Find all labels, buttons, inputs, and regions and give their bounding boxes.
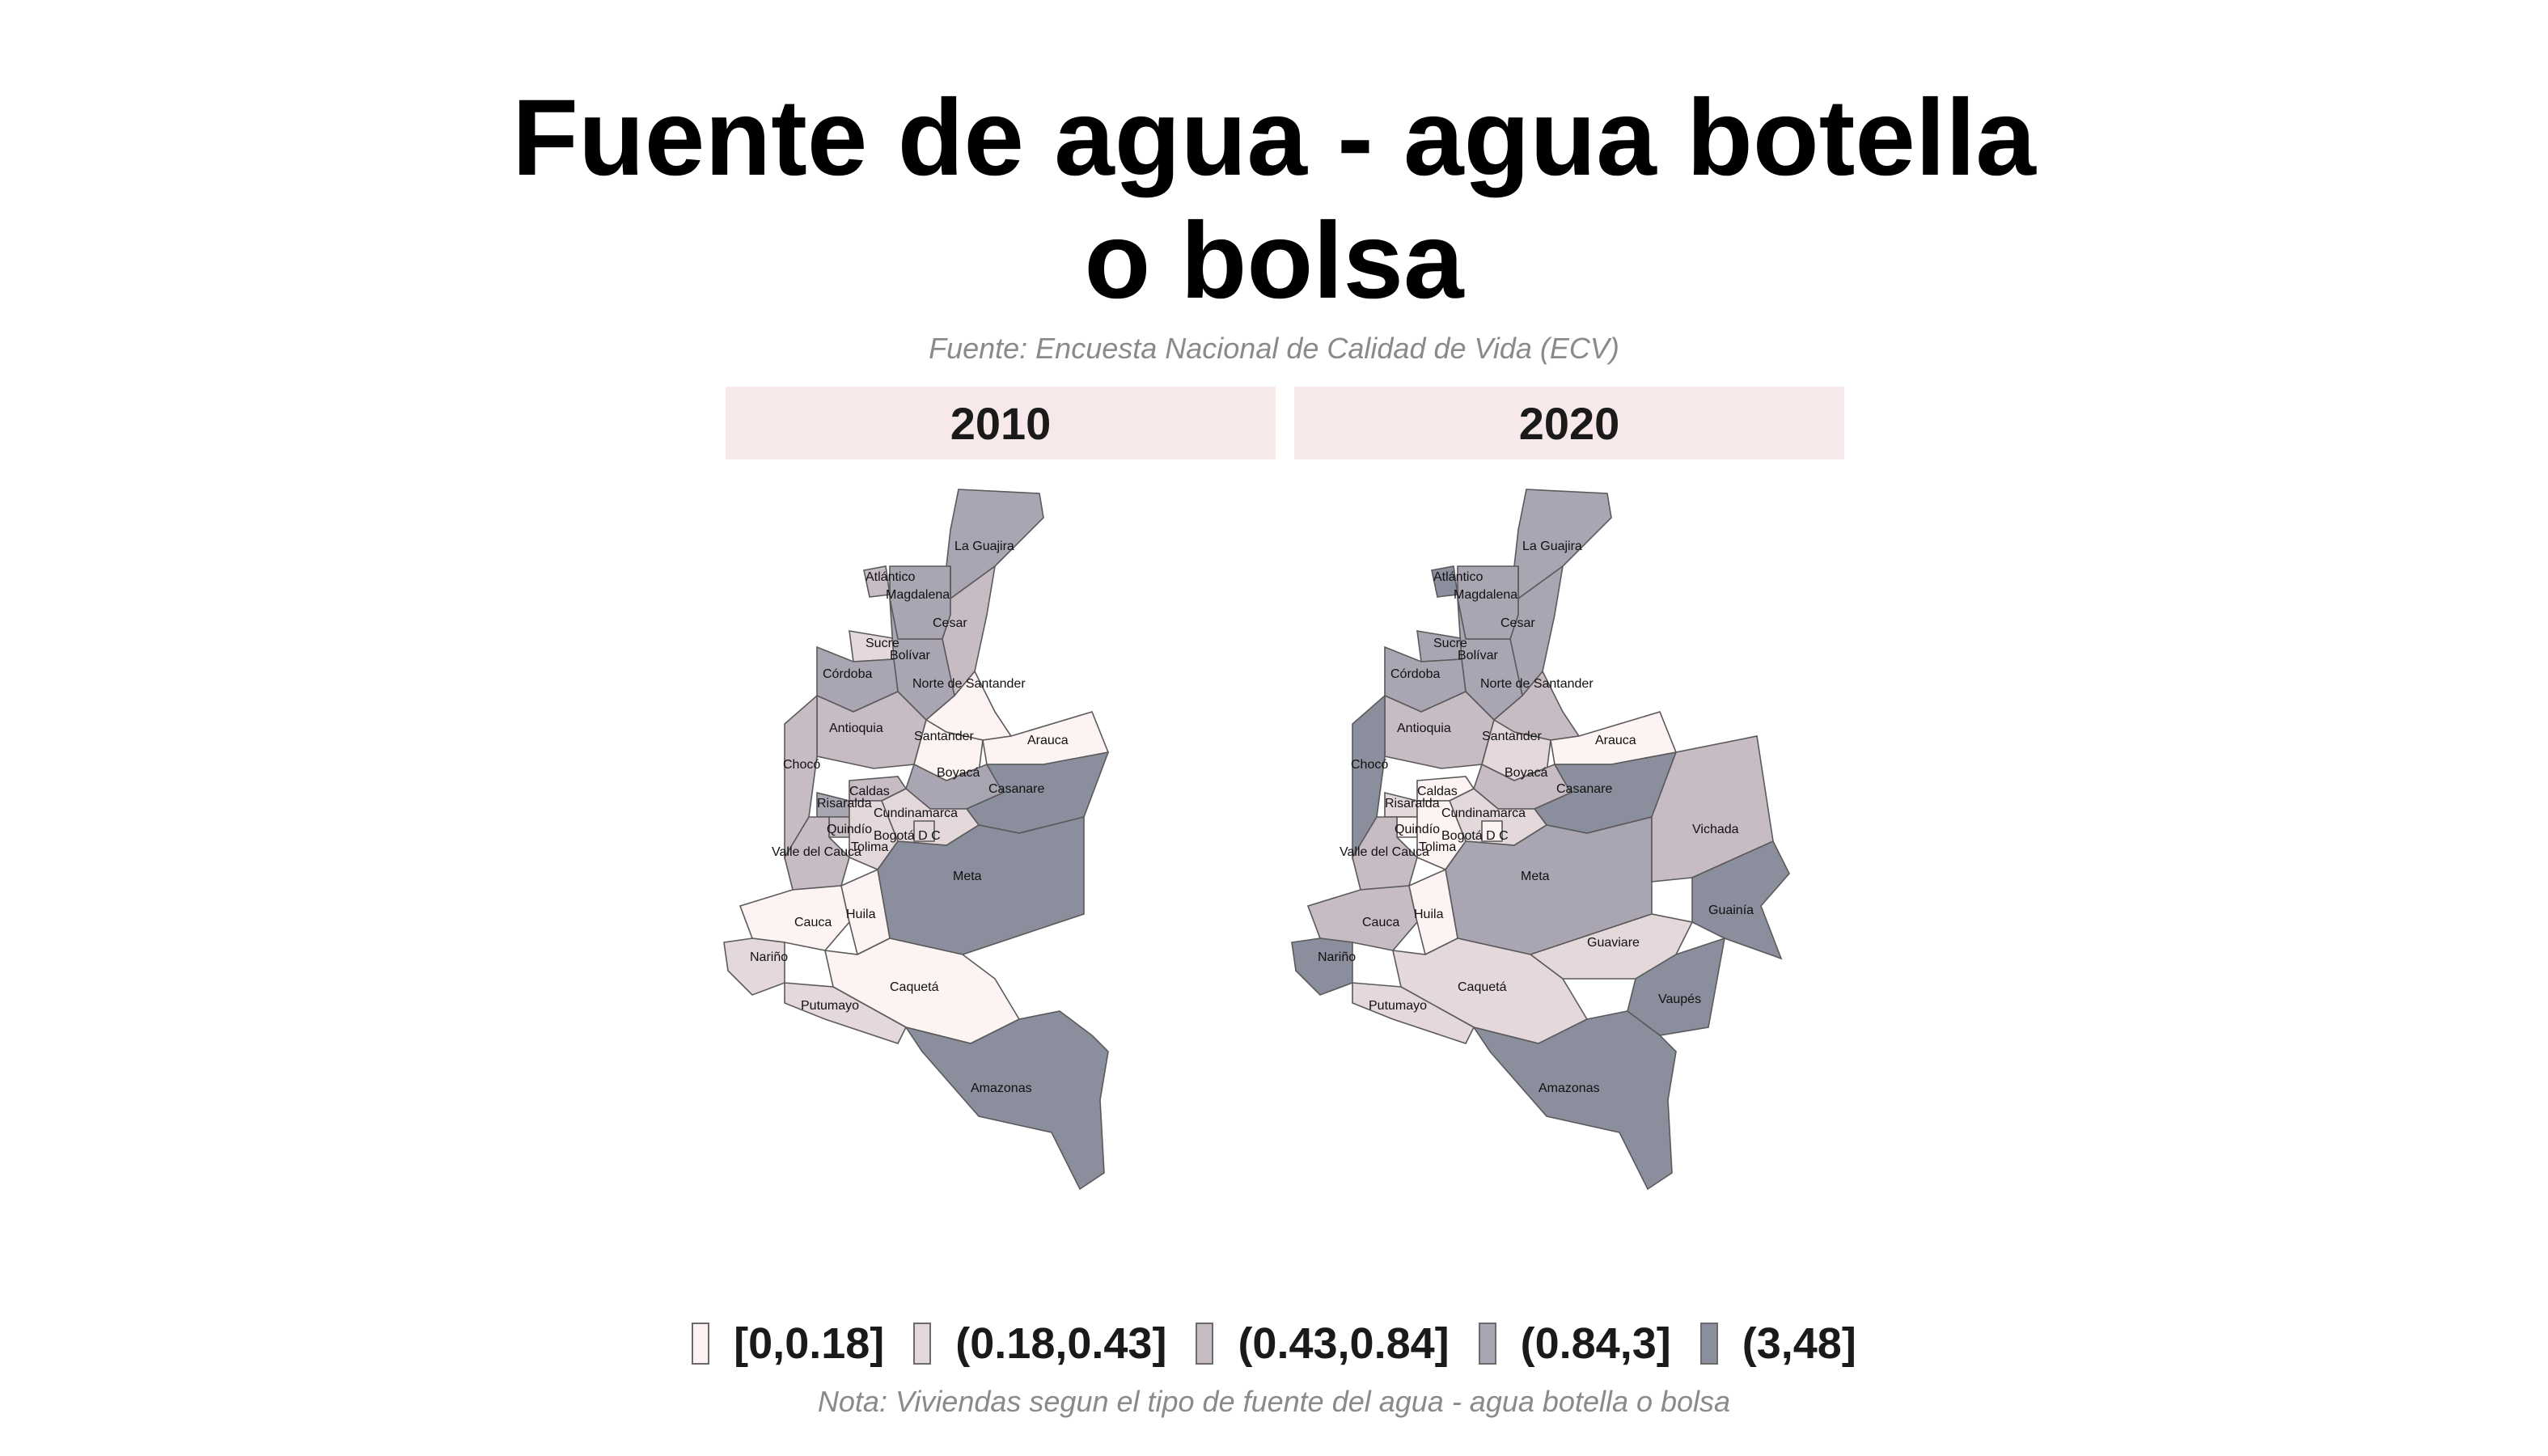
department-label-magdalena: Magdalena bbox=[886, 588, 950, 602]
department-label-narino: Nariño bbox=[750, 950, 788, 964]
department-label-boyaca: Boyacá bbox=[1505, 766, 1547, 780]
department-label-caldas: Caldas bbox=[1417, 785, 1458, 798]
department-label-norte-de-santander: Norte de Santander bbox=[1480, 677, 1594, 691]
legend-key bbox=[1699, 1323, 1718, 1365]
department-label-tolima: Tolima bbox=[1419, 840, 1456, 854]
legend-label: (0.84,3] bbox=[1520, 1319, 1671, 1368]
department-label-antioquia: Antioquia bbox=[1397, 722, 1451, 735]
department-label-sucre: Sucre bbox=[1433, 637, 1467, 650]
department-label-amazonas: Amazonas bbox=[1539, 1081, 1600, 1095]
department-bogota-d-c bbox=[913, 820, 935, 842]
chart-title-line-1: Fuente de agua - agua botella bbox=[512, 78, 2036, 198]
department-label-bogota-d-c: Bogotá D C bbox=[874, 829, 941, 843]
legend-key bbox=[913, 1323, 932, 1365]
department-label-risaralda: Risaralda bbox=[817, 797, 872, 811]
department-label-vaupes: Vaupés bbox=[1658, 993, 1701, 1006]
facet-label-2010: 2010 bbox=[950, 397, 1052, 449]
legend-key bbox=[692, 1323, 710, 1365]
department-label-amazonas: Amazonas bbox=[971, 1081, 1032, 1095]
department-label-casanare: Casanare bbox=[988, 782, 1044, 796]
department-narino bbox=[723, 938, 785, 996]
chart-subtitle: Fuente: Encuesta Nacional de Calidad de … bbox=[929, 332, 1619, 365]
legend-item: (0.43,0.84] bbox=[1196, 1318, 1450, 1369]
department-label-risaralda: Risaralda bbox=[1385, 797, 1440, 811]
department-label-arauca: Arauca bbox=[1595, 734, 1636, 747]
facet-strip-2020: 2020 bbox=[1294, 387, 1844, 459]
department-bogota-d-c bbox=[1481, 820, 1503, 842]
department-label-cundinamarca: Cundinamarca bbox=[874, 806, 958, 820]
legend: [0,0.18] (0.18,0.43] (0.43,0.84] (0.84,3… bbox=[0, 1318, 2548, 1369]
department-label-caqueta: Caquetá bbox=[1458, 980, 1507, 994]
department-label-guainia: Guainía bbox=[1708, 904, 1754, 917]
legend-key bbox=[1478, 1323, 1496, 1365]
department-label-bolivar: Bolívar bbox=[890, 649, 930, 662]
department-label-bolivar: Bolívar bbox=[1458, 649, 1498, 662]
department-label-valle-del-cauca: Valle del Cauca bbox=[1340, 845, 1429, 859]
department-label-la-guajira: La Guajira bbox=[1522, 540, 1582, 553]
department-label-huila: Huila bbox=[1414, 908, 1444, 921]
department-label-atlantico: Atlántico bbox=[866, 570, 915, 584]
department-guainia bbox=[1691, 840, 1790, 960]
department-label-norte-de-santander: Norte de Santander bbox=[912, 677, 1026, 691]
department-label-caqueta: Caquetá bbox=[890, 980, 939, 994]
department-label-cundinamarca: Cundinamarca bbox=[1441, 806, 1526, 820]
department-label-narino: Nariño bbox=[1318, 950, 1356, 964]
legend-item: (0.18,0.43] bbox=[913, 1318, 1166, 1369]
department-label-atlantico: Atlántico bbox=[1433, 570, 1483, 584]
department-label-cauca: Cauca bbox=[1362, 916, 1399, 929]
chart-title: Fuente de agua - agua botella o bolsa bbox=[0, 77, 2548, 323]
department-label-casanare: Casanare bbox=[1556, 782, 1612, 796]
department-label-magdalena: Magdalena bbox=[1454, 588, 1517, 602]
department-label-huila: Huila bbox=[846, 908, 876, 921]
department-label-caldas: Caldas bbox=[849, 785, 890, 798]
department-label-putumayo: Putumayo bbox=[1369, 999, 1427, 1013]
department-label-bogota-d-c: Bogotá D C bbox=[1441, 829, 1509, 843]
map-panel-2010: La GuajiraAtlánticoMagdalenaCesarSucreBo… bbox=[723, 489, 1110, 1191]
department-label-cauca: Cauca bbox=[794, 916, 832, 929]
department-label-santander: Santander bbox=[914, 730, 975, 743]
department-amazonas bbox=[904, 1010, 1109, 1191]
department-label-guaviare: Guaviare bbox=[1587, 936, 1640, 950]
department-label-cordoba: Córdoba bbox=[1390, 667, 1440, 681]
department-label-meta: Meta bbox=[953, 870, 982, 883]
department-label-quindio: Quindío bbox=[827, 823, 872, 836]
department-label-tolima: Tolima bbox=[851, 840, 888, 854]
legend-item: (3,48] bbox=[1699, 1318, 1856, 1369]
department-label-meta: Meta bbox=[1521, 870, 1550, 883]
map-panel-2020: La GuajiraAtlánticoMagdalenaCesarSucreBo… bbox=[1291, 489, 1790, 1191]
department-label-la-guajira: La Guajira bbox=[954, 540, 1014, 553]
department-putumayo bbox=[1352, 982, 1475, 1044]
department-label-arauca: Arauca bbox=[1027, 734, 1069, 747]
department-label-sucre: Sucre bbox=[866, 637, 899, 650]
chart-note: Nota: Viviendas segun el tipo de fuente … bbox=[817, 1385, 1731, 1418]
department-amazonas bbox=[1472, 1010, 1677, 1191]
department-label-choco: Chocó bbox=[1351, 758, 1388, 772]
department-label-santander: Santander bbox=[1482, 730, 1543, 743]
department-label-cesar: Cesar bbox=[933, 616, 967, 630]
department-label-boyaca: Boyacá bbox=[937, 766, 980, 780]
department-label-cesar: Cesar bbox=[1500, 616, 1535, 630]
department-label-quindio: Quindío bbox=[1395, 823, 1440, 836]
department-label-valle-del-cauca: Valle del Cauca bbox=[772, 845, 861, 859]
legend-label: (3,48] bbox=[1742, 1319, 1856, 1368]
department-label-choco: Chocó bbox=[783, 758, 820, 772]
facet-strip-2010: 2010 bbox=[726, 387, 1276, 459]
facet-label-2020: 2020 bbox=[1518, 397, 1620, 449]
department-label-antioquia: Antioquia bbox=[829, 722, 883, 735]
legend-key bbox=[1196, 1323, 1214, 1365]
department-putumayo bbox=[784, 982, 908, 1044]
legend-label: (0.43,0.84] bbox=[1238, 1319, 1450, 1368]
legend-label: (0.18,0.43] bbox=[955, 1319, 1167, 1368]
legend-item: (0.84,3] bbox=[1478, 1318, 1671, 1369]
legend-item: [0,0.18] bbox=[692, 1318, 884, 1369]
department-label-putumayo: Putumayo bbox=[801, 999, 859, 1013]
department-label-cordoba: Córdoba bbox=[823, 667, 872, 681]
legend-label: [0,0.18] bbox=[734, 1319, 885, 1368]
chart-title-line-2: o bolsa bbox=[1084, 201, 1464, 321]
department-label-vichada: Vichada bbox=[1692, 823, 1739, 836]
department-narino bbox=[1291, 938, 1353, 996]
